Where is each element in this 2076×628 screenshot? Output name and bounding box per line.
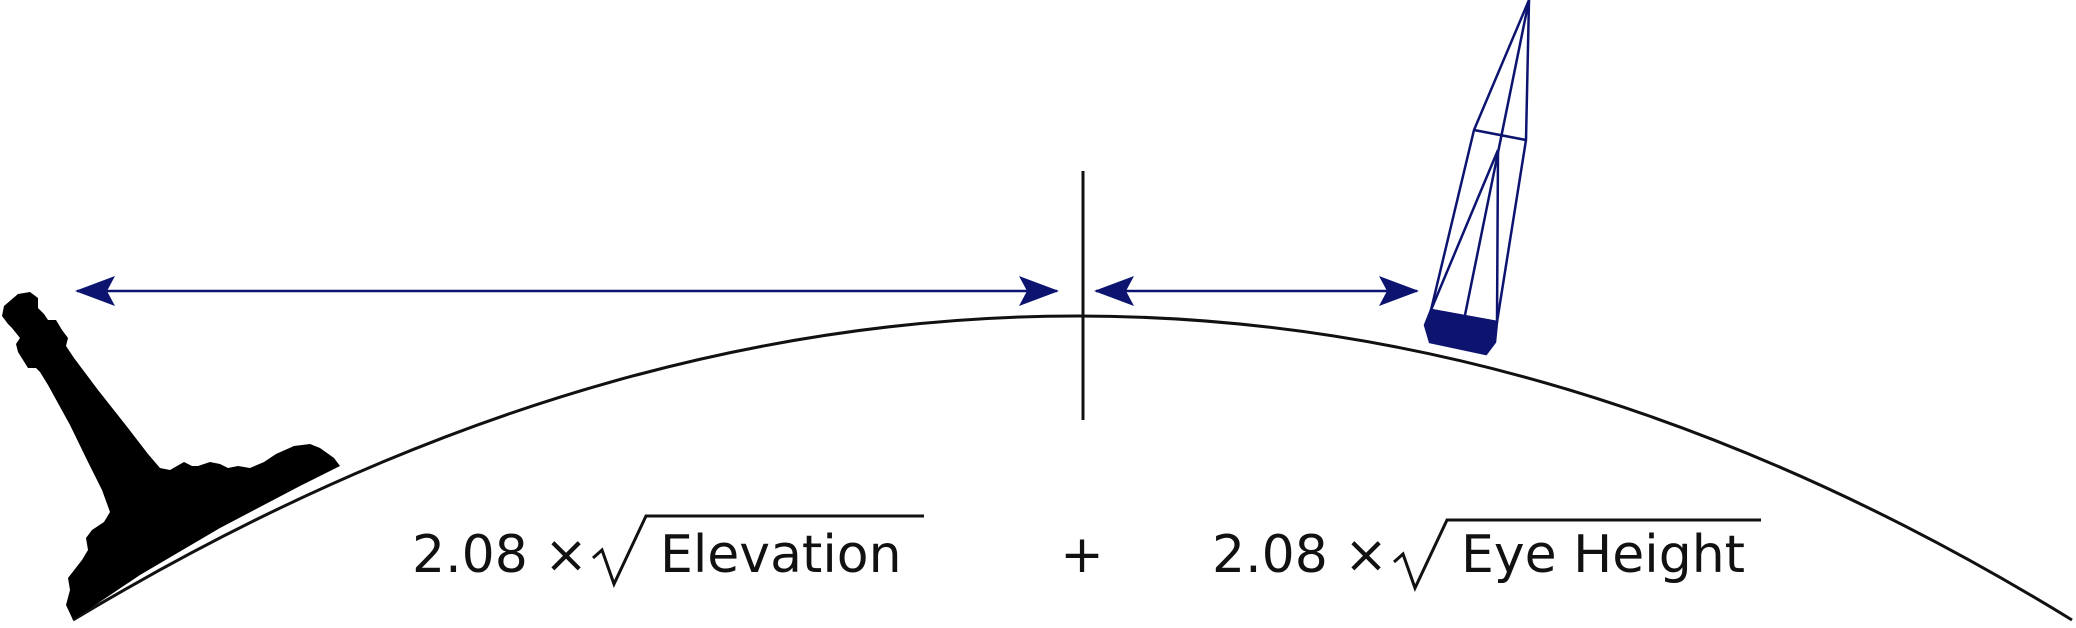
earth-curve — [72, 314, 2073, 622]
headland-silhouette — [2, 292, 340, 620]
sqrt-sign — [592, 514, 924, 588]
sqrt-sign — [1393, 518, 1761, 592]
left-term: Elevation — [660, 525, 902, 585]
boat — [1423, 0, 1531, 356]
operator: + — [1060, 525, 1104, 585]
left-coefficient: 2.08 × — [412, 525, 588, 585]
right-term: Eye Height — [1461, 525, 1745, 585]
right-coefficient: 2.08 × — [1212, 525, 1388, 585]
